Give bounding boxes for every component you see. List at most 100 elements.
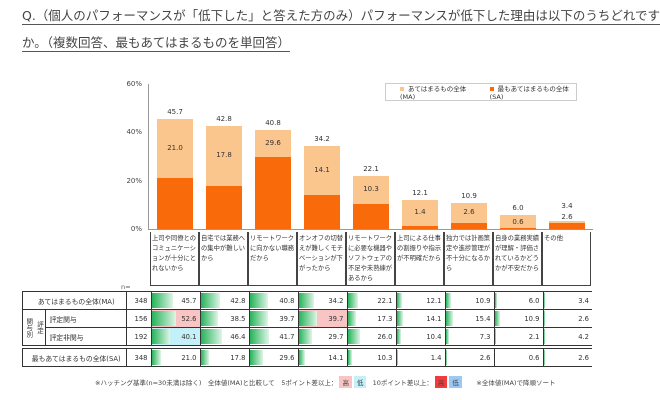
value-bar [298,311,317,326]
value-bar [151,350,162,365]
cell-value: 41.7 [279,332,295,341]
table-cell: 12.1 [395,291,445,310]
cell-value: 21.0 [181,353,197,362]
cell-value: 0.6 [528,353,540,362]
legend-swatch-sa [489,87,494,91]
category-label: 自身の業務実績が理解・評価されているかどうかが不安だから [493,232,542,286]
y-tick-label: 60% [126,80,142,88]
legend-high-10: 高 [434,376,448,388]
table-cell: 6.0 [493,291,543,310]
table-cell: 21.0 [150,348,200,367]
table-cell: 29.7 [297,327,347,346]
bar-ma [402,199,438,229]
table-cell: 17.8 [199,348,249,367]
cell-value: 7.3 [479,332,491,341]
value-bar [151,329,171,344]
data-label-sa: 2.6 [463,208,475,217]
table-cell: 40.1 [150,327,200,346]
category-label: リモートワークに必要な機器やソフトウェアの不足や未熟練があるから [346,232,395,286]
footnote-10pt: 10ポイント差以上： [372,379,433,387]
table-cell: 7.3 [444,327,494,346]
row-label: あてはまるもの全体(MA) [22,291,127,310]
cell-value: 2.1 [528,332,540,341]
question-line-1: Q.（個人のパフォーマンスが「低下した」と答えた方のみ）パフォーマンスが低下した… [22,8,660,25]
value-bar [298,329,313,344]
cell-value: 29.7 [328,332,344,341]
cell-value: 4.2 [578,332,589,341]
bar-sa [549,222,585,229]
data-label-ma: 10.9 [461,191,477,200]
data-label-sa: 2.6 [561,212,573,221]
data-label-ma: 34.2 [314,135,330,144]
cell-value: 1.4 [430,353,442,362]
table-cell: 45.7 [150,291,200,310]
row-n: 156 [126,309,152,328]
value-bar [347,293,358,308]
table-cell: 39.7 [297,309,347,328]
table-cell: 2.6 [444,348,494,367]
cell-value: 2.6 [479,353,491,362]
cell-value: 40.8 [279,296,295,305]
data-label-ma: 22.1 [363,164,379,173]
legend-low-5: 低 [353,376,367,388]
value-bar [494,311,500,326]
cell-value: 34.2 [328,296,344,305]
value-bar [298,293,315,308]
table-row: 関与別 評定 評定関与 156 52.6 38.5 39.7 39.7 17.3 14.1 15.4… [22,309,592,346]
value-bar [347,311,356,326]
data-label-ma: 3.4 [561,201,573,210]
cell-value: 2.6 [578,314,589,323]
cell-value: 40.1 [181,332,197,341]
x-axis [148,229,593,230]
value-bar [151,293,173,308]
table-row: 最もあてはまるもの全体(SA) 348 21.0 17.8 29.6 14.1 10.3 1.… [22,348,592,367]
table-cell: 26.0 [346,327,396,346]
table-cell: 0.6 [493,348,543,367]
value-bar [347,329,360,344]
value-bar [249,311,268,326]
footnote-hatching: ※ハッチング基準(n=30未満は除く) 全体値(MA)と比較して 5ポイント差以… [95,379,338,387]
data-label-ma: 45.7 [167,107,183,116]
category-label: リモートワークに向かない職務だから [248,232,297,286]
value-bar [200,329,223,344]
cell-value: 52.6 [181,314,197,323]
data-table: あてはまるもの全体(MA) 348 45.7 42.8 40.8 34.2 22.1 12.1… [22,291,592,367]
value-bar [494,329,496,344]
table-cell: 29.6 [248,348,298,367]
row-label: 評定非関与 [44,327,127,346]
bar-sa [402,225,438,229]
cell-value: 14.1 [426,314,442,323]
table-row: 評定非関与 192 40.1 46.4 41.7 29.7 26.0 10.4 7.3 2.1 4.… [22,327,592,346]
table-cell: 46.4 [199,327,249,346]
footnote: ※ハッチング基準(n=30未満は除く) 全体値(MA)と比較して 5ポイント差以… [95,376,555,388]
value-bar [494,293,498,308]
cell-value: 10.9 [524,314,540,323]
cell-value: 42.8 [230,296,246,305]
value-bar [200,293,221,308]
legend-label-sa: 最もあてはまるもの全体(SA) [489,85,569,101]
value-bar [396,329,402,344]
data-label-sa: 17.8 [216,151,232,160]
table-cell: 10.3 [346,348,396,367]
cell-value: 17.8 [230,353,246,362]
row-label: 評定関与 [44,309,127,328]
value-bar [543,293,546,308]
data-label-sa: 10.3 [363,185,379,194]
table-cell: 14.1 [395,309,445,328]
table-cell: 52.6 [150,309,200,328]
bar-sa [304,194,340,229]
value-bar [200,350,209,365]
y-tick-label: 40% [126,128,142,137]
bar-ma [500,214,536,229]
value-bar [445,350,447,365]
table-cell: 17.3 [346,309,396,328]
n-header: n= [121,283,131,291]
value-bar [249,350,264,365]
cell-value: 45.7 [181,296,197,305]
data-label-ma: 6.0 [512,203,524,212]
value-bar [445,311,453,326]
bar-sa [451,222,487,229]
value-bar [543,311,545,326]
cell-value: 6.0 [528,296,540,305]
cell-value: 10.4 [426,332,442,341]
